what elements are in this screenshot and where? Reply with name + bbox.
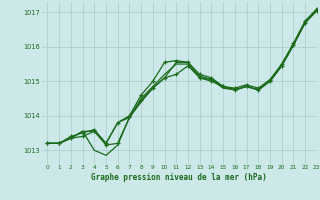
X-axis label: Graphe pression niveau de la mer (hPa): Graphe pression niveau de la mer (hPa) (91, 173, 267, 182)
